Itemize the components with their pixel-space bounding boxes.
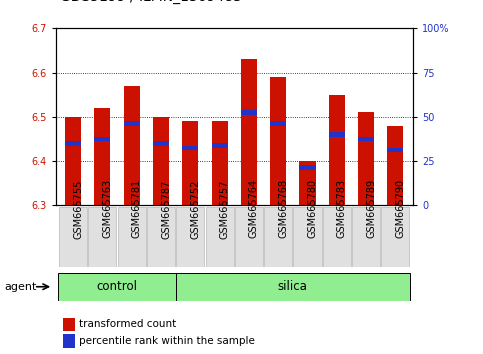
- FancyBboxPatch shape: [323, 207, 351, 267]
- Bar: [270, 121, 286, 126]
- Text: transformed count: transformed count: [79, 319, 176, 329]
- Bar: [153, 117, 169, 205]
- Text: control: control: [97, 280, 138, 293]
- FancyBboxPatch shape: [58, 273, 176, 301]
- Bar: [153, 141, 169, 145]
- Text: GSM665757: GSM665757: [220, 179, 229, 239]
- Text: GSM665763: GSM665763: [102, 179, 113, 239]
- Text: GSM665787: GSM665787: [161, 179, 171, 239]
- FancyBboxPatch shape: [381, 207, 410, 267]
- Bar: [124, 86, 140, 205]
- FancyBboxPatch shape: [118, 207, 146, 267]
- FancyBboxPatch shape: [59, 207, 87, 267]
- Bar: [212, 143, 227, 148]
- Bar: [63, 318, 75, 331]
- Bar: [241, 59, 257, 205]
- Text: silica: silica: [278, 280, 308, 293]
- Bar: [182, 121, 199, 205]
- Text: GSM665768: GSM665768: [278, 179, 288, 239]
- Bar: [358, 137, 374, 141]
- Text: percentile rank within the sample: percentile rank within the sample: [79, 336, 255, 346]
- Bar: [241, 110, 257, 115]
- Bar: [124, 121, 140, 126]
- Bar: [182, 145, 199, 150]
- Text: GSM665755: GSM665755: [73, 179, 83, 239]
- Bar: [329, 95, 345, 205]
- Bar: [329, 132, 345, 137]
- FancyBboxPatch shape: [206, 207, 234, 267]
- Text: GSM665789: GSM665789: [366, 179, 376, 239]
- Text: GSM665752: GSM665752: [190, 179, 200, 239]
- FancyBboxPatch shape: [176, 207, 204, 267]
- Bar: [94, 137, 111, 141]
- FancyBboxPatch shape: [88, 207, 116, 267]
- Text: GSM665781: GSM665781: [132, 179, 142, 239]
- Text: GSM665790: GSM665790: [396, 179, 405, 239]
- Bar: [387, 126, 403, 205]
- Bar: [299, 161, 315, 205]
- Bar: [212, 121, 227, 205]
- Text: GSM665780: GSM665780: [308, 179, 317, 239]
- Bar: [65, 141, 81, 145]
- FancyBboxPatch shape: [147, 207, 175, 267]
- Bar: [65, 117, 81, 205]
- FancyBboxPatch shape: [176, 273, 410, 301]
- Text: GDS5199 / ILMN_1369483: GDS5199 / ILMN_1369483: [60, 0, 242, 4]
- Text: agent: agent: [5, 282, 37, 292]
- Bar: [358, 113, 374, 205]
- Bar: [270, 77, 286, 205]
- Text: GSM665783: GSM665783: [337, 179, 347, 239]
- FancyBboxPatch shape: [352, 207, 380, 267]
- FancyBboxPatch shape: [294, 207, 322, 267]
- Bar: [94, 108, 111, 205]
- FancyBboxPatch shape: [235, 207, 263, 267]
- Bar: [299, 166, 315, 170]
- Bar: [63, 334, 75, 348]
- FancyBboxPatch shape: [264, 207, 292, 267]
- Text: GSM665764: GSM665764: [249, 179, 259, 239]
- Bar: [387, 148, 403, 152]
